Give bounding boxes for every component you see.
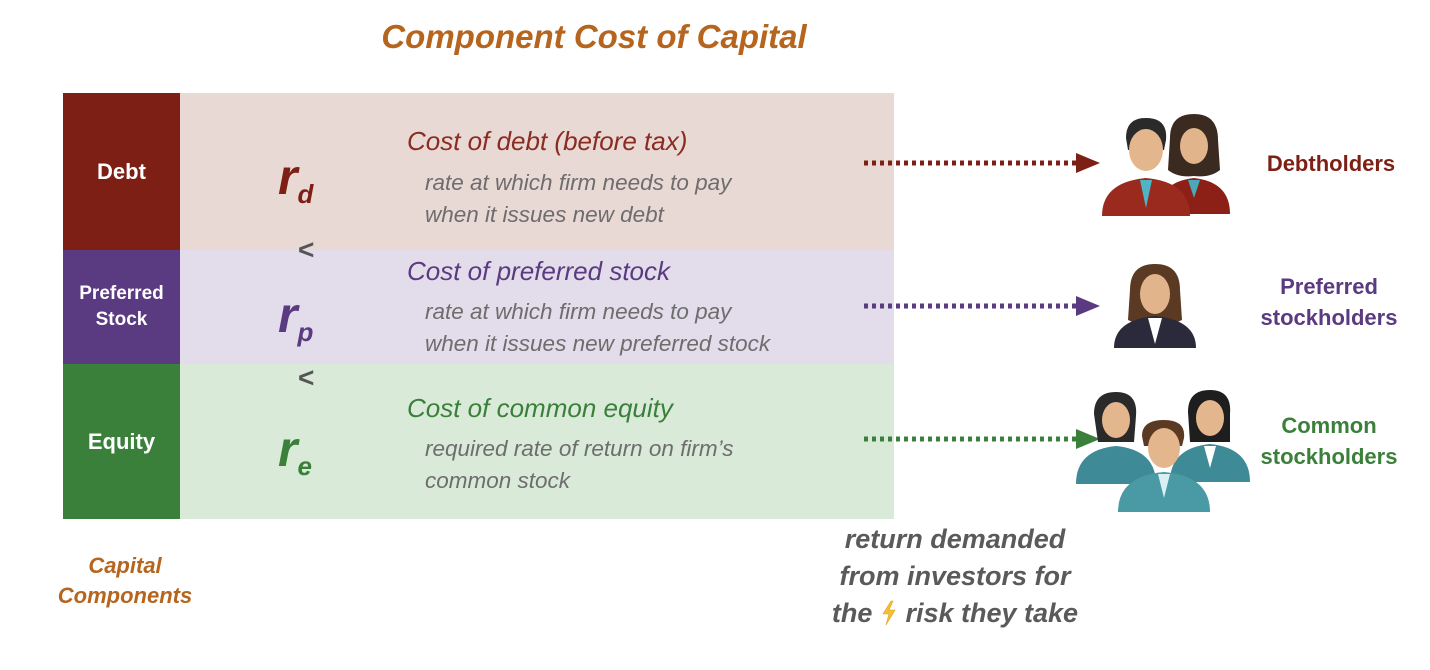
preferred-band [180,250,894,364]
debtholders-people-icon [1102,114,1230,216]
equity-desc-line1: required rate of return on firm’s [425,436,734,461]
common-stockholders-people-icon [1076,390,1250,512]
return-line3: the risk they take [775,595,1135,632]
debt-desc-line1: rate at which firm needs to pay [425,170,732,195]
preferred-cost-description: rate at which firm needs to pay when it … [425,296,770,360]
return-demanded-caption: return demanded from investors for the r… [775,521,1135,632]
debtholders-label: Debtholders [1246,148,1416,179]
return-line2: from investors for [839,560,1071,591]
capital-components-line2: Components [57,583,193,609]
debt-band [180,93,894,250]
equity-band [180,364,894,519]
page-title: Component Cost of Capital [381,18,807,55]
equity-label: Equity [87,428,156,454]
capital-components-line1: Capital [88,553,162,578]
equity-desc-line2: common stock [425,468,571,493]
symbol-re-base: r [278,421,298,477]
equity-dotted-arrow [864,429,1100,449]
preferred-label-box: Preferred Stock [63,250,180,364]
symbol-re: re [278,424,312,479]
preferred-label-line2: Stock [95,309,148,330]
return-line1: return demanded [844,524,1066,554]
symbol-rp-subscript: p [297,317,314,348]
capital-components-caption: Capital Components [40,551,210,612]
symbol-rp-base: r [278,287,298,343]
common-holder-line1: Common [1281,413,1377,438]
symbol-rd: rd [278,152,313,207]
debt-cost-title: Cost of debt (before tax) [407,126,688,156]
equity-label-box: Equity [63,364,180,519]
debt-label-box: Debt [63,93,180,250]
debt-desc-line2: when it issues new debt [425,202,664,227]
equity-cost-title: Cost of common equity [407,393,673,423]
return-line3-post: risk they take [905,597,1079,628]
preferred-desc-line2: when it issues new preferred stock [425,331,771,356]
common-holder-line2: stockholders [1260,444,1398,470]
preferred-holder-line2: stockholders [1260,305,1398,331]
debt-label: Debt [97,158,146,184]
less-than-2: < [298,362,315,393]
return-line3-pre: the [831,597,873,628]
debt-cost-description: rate at which firm needs to pay when it … [425,167,731,231]
preferred-label: Preferred Stock [79,281,164,332]
symbol-rd-subscript: d [297,179,314,210]
debt-dotted-arrow [864,153,1100,173]
preferred-desc-line1: rate at which firm needs to pay [425,299,732,324]
equity-cost-description: required rate of return on firm’s common… [425,433,733,497]
preferred-dotted-arrow [864,296,1100,316]
lightning-bolt-icon [882,600,896,626]
preferred-holder-line1: Preferred [1280,274,1378,299]
preferred-stockholder-people-icon [1114,264,1196,348]
preferred-cost-title: Cost of preferred stock [407,256,670,286]
symbol-re-subscript: e [297,451,312,482]
less-than-1: < [298,234,315,265]
common-stockholders-label: Common stockholders [1236,410,1422,472]
debtholders-label-line1: Debtholders [1266,151,1396,176]
symbol-rd-base: r [278,149,298,205]
preferred-stockholders-label: Preferred stockholders [1236,271,1422,333]
preferred-label-line1: Preferred [79,283,164,305]
symbol-rp: rp [278,290,313,345]
